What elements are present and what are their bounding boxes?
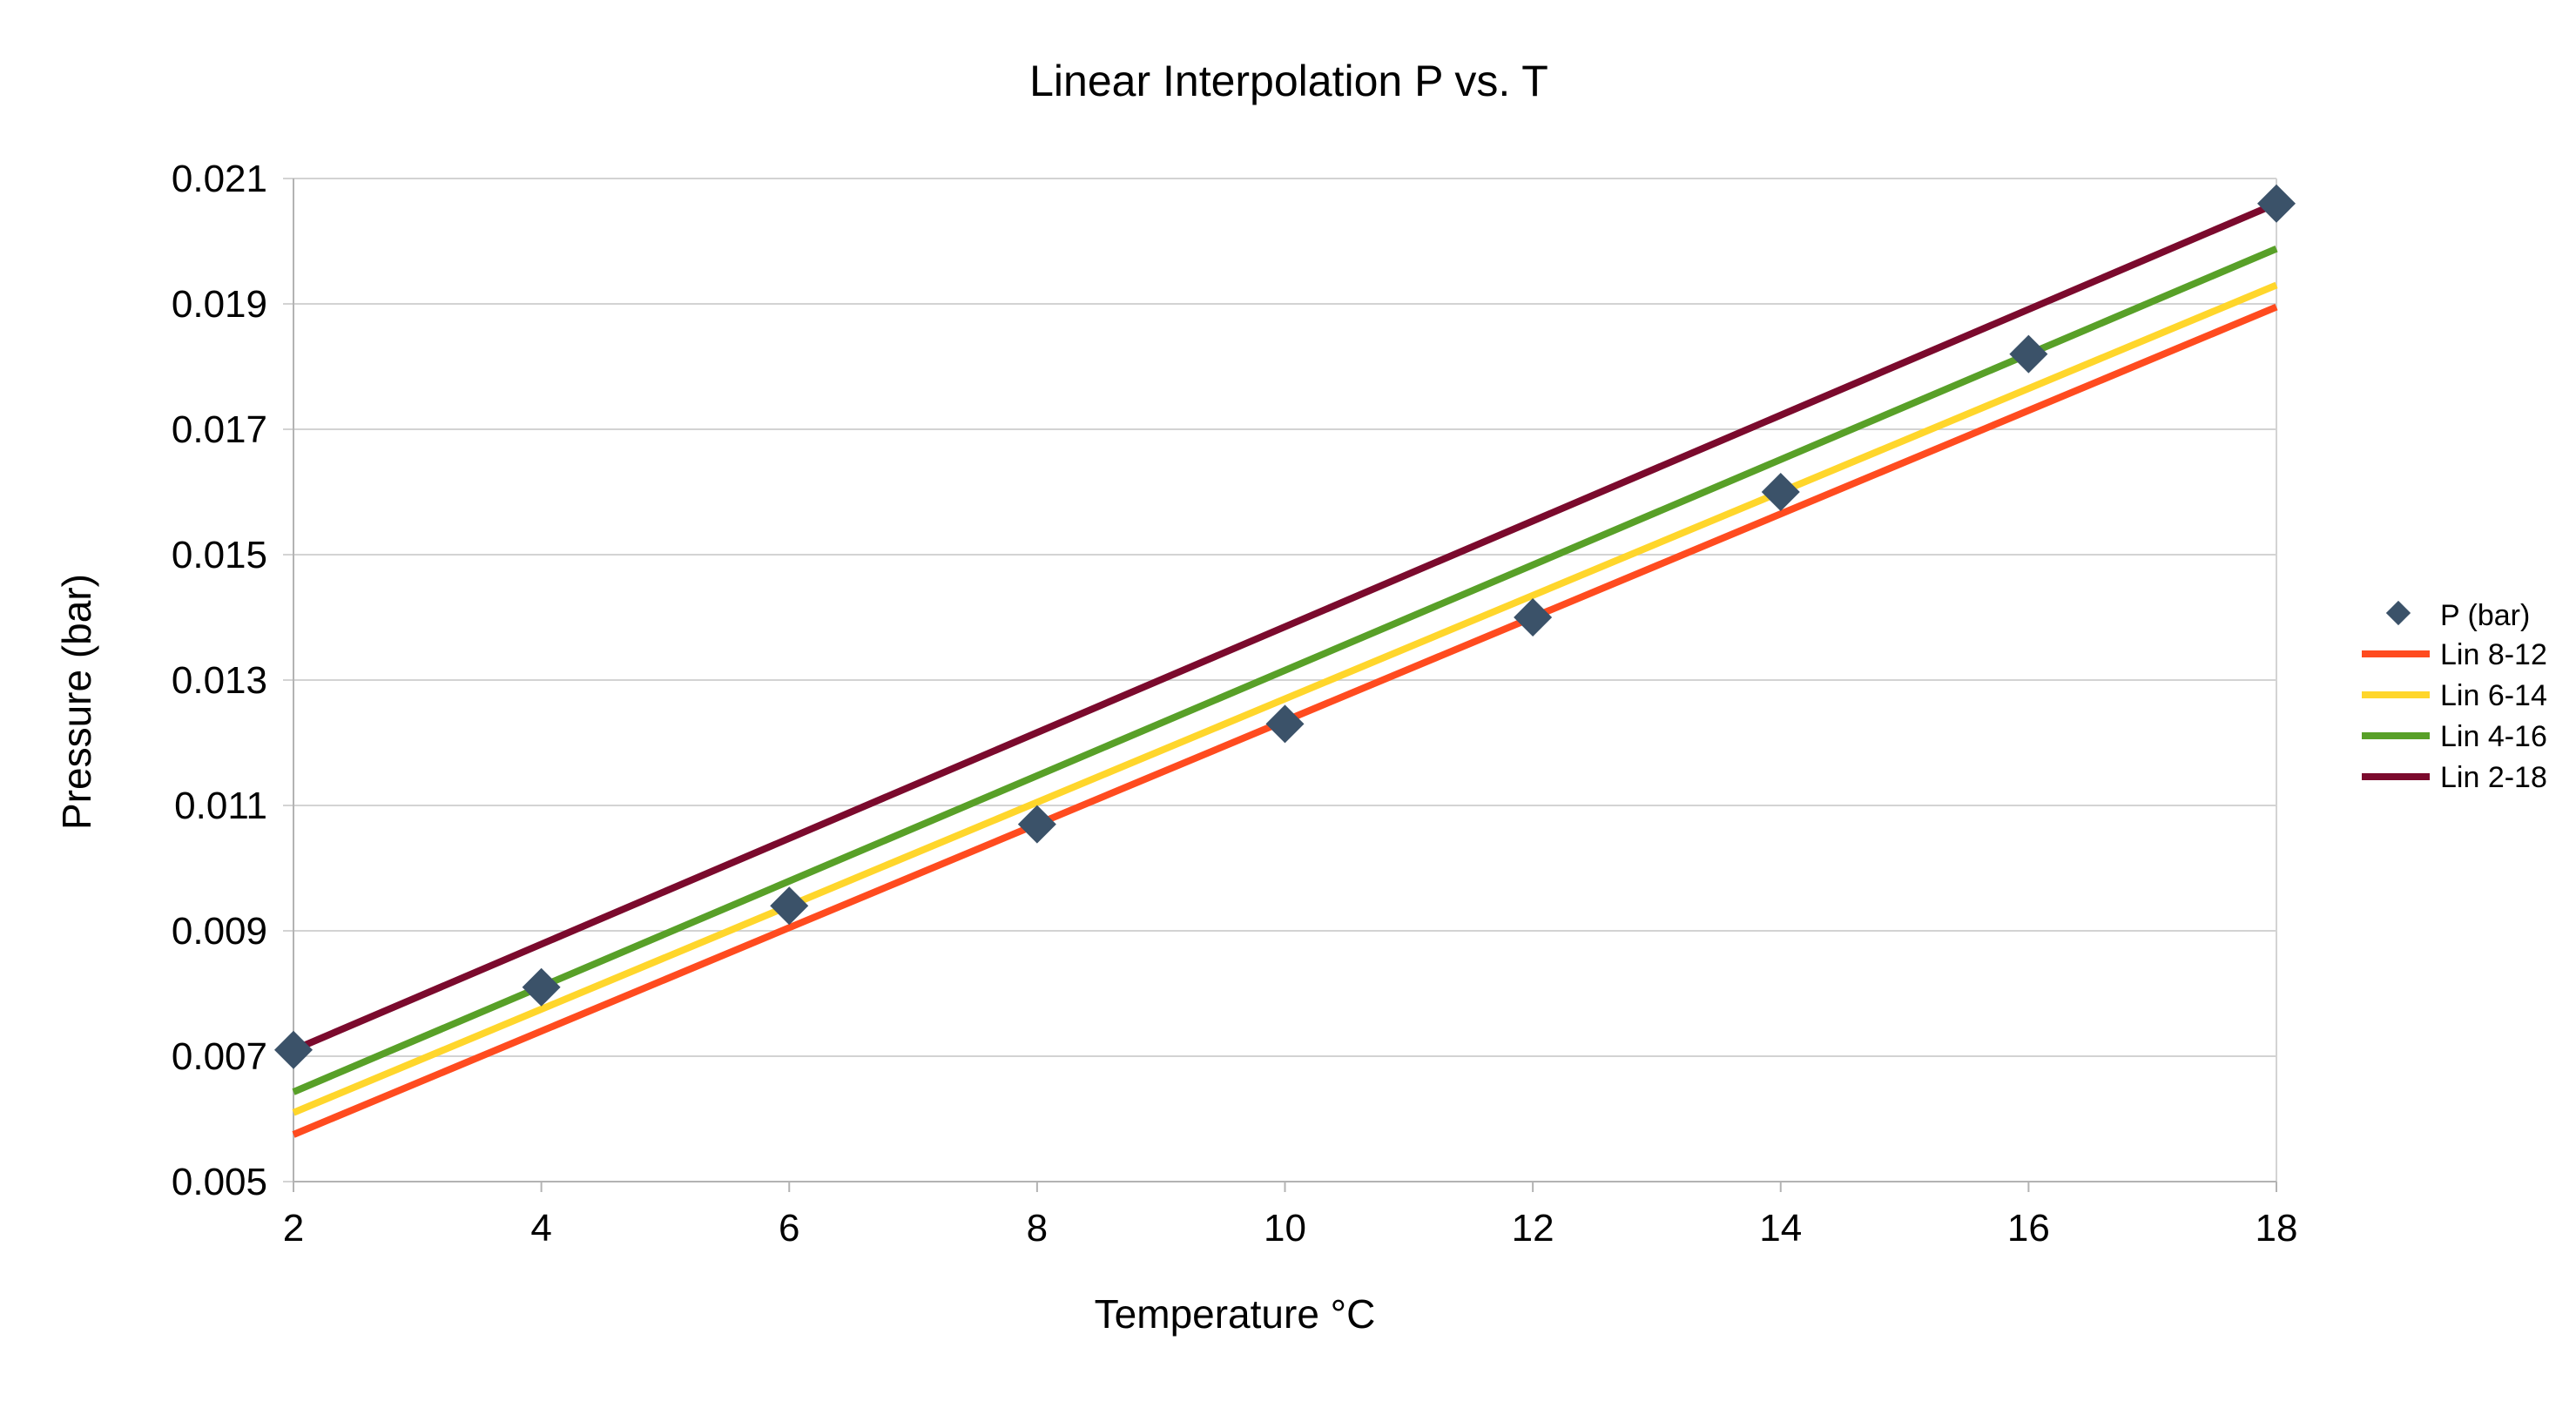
y-tick-label: 0.015 (172, 534, 267, 576)
legend-label-lin-6-14: Lin 6-14 (2440, 679, 2547, 712)
data-point (2257, 184, 2296, 223)
data-point (770, 886, 809, 926)
legend-item-points: P (bar) (2385, 599, 2530, 632)
y-tick-label: 0.021 (172, 158, 267, 200)
y-tick-labels: 0.005 0.007 0.009 0.011 0.013 0.015 0.017 0.019… (172, 158, 267, 1203)
x-axis-title: Temperature °C (1095, 1291, 1376, 1337)
x-tick-label: 10 (1264, 1207, 1306, 1250)
data-point (1017, 805, 1056, 844)
y-tick-label: 0.005 (172, 1161, 267, 1203)
data-point (274, 1030, 313, 1069)
data-point (2009, 334, 2048, 374)
y-tick-label: 0.013 (172, 659, 267, 702)
x-tick-label: 12 (1512, 1207, 1554, 1250)
data-point (522, 967, 561, 1007)
y-tick-label: 0.007 (172, 1035, 267, 1078)
series-line-lin-2-18 (292, 200, 2278, 1054)
data-point (1761, 473, 1800, 511)
y-tick-label: 0.009 (172, 910, 267, 953)
legend-item-lin-2-18: Lin 2-18 (2362, 761, 2547, 794)
x-tick-label: 18 (2256, 1207, 2298, 1250)
grid-layer (283, 178, 2276, 1182)
x-tick-labels: 2 4 6 8 10 12 14 16 18 (283, 1207, 2298, 1250)
series-line-lin-4-16 (292, 245, 2278, 1095)
y-tick-label: 0.019 (172, 283, 267, 326)
legend-label-points: P (bar) (2440, 599, 2530, 632)
chart-title: Linear Interpolation P vs. T (1029, 57, 1548, 105)
legend-item-lin-8-12: Lin 8-12 (2362, 638, 2547, 671)
pressure-points (274, 184, 2296, 1069)
data-point (1265, 704, 1305, 744)
x-tick-label: 16 (2007, 1207, 2050, 1250)
y-tick-label: 0.017 (172, 408, 267, 451)
x-tick-label: 14 (1759, 1207, 1802, 1250)
y-axis-title: Pressure (bar) (54, 574, 99, 830)
x-tick-label: 4 (530, 1207, 551, 1250)
legend-label-lin-2-18: Lin 2-18 (2440, 761, 2547, 794)
x-tick-label: 6 (779, 1207, 799, 1250)
series-line-lin-6-14 (292, 281, 2278, 1116)
legend-label-lin-8-12: Lin 8-12 (2440, 638, 2547, 671)
x-tick-label: 8 (1027, 1207, 1048, 1250)
legend-label-lin-4-16: Lin 4-16 (2440, 720, 2547, 753)
legend: P (bar) Lin 8-12 Lin 6-14 Lin 4-16 Lin 2… (2362, 599, 2547, 794)
y-tick-label: 0.011 (174, 785, 267, 827)
axis-layer (293, 179, 2277, 1192)
x-tick-label: 2 (283, 1207, 304, 1250)
legend-item-lin-6-14: Lin 6-14 (2362, 679, 2547, 712)
legend-diamond-marker (2385, 600, 2411, 626)
data-point (1514, 598, 1553, 637)
legend-item-lin-4-16: Lin 4-16 (2362, 720, 2547, 753)
